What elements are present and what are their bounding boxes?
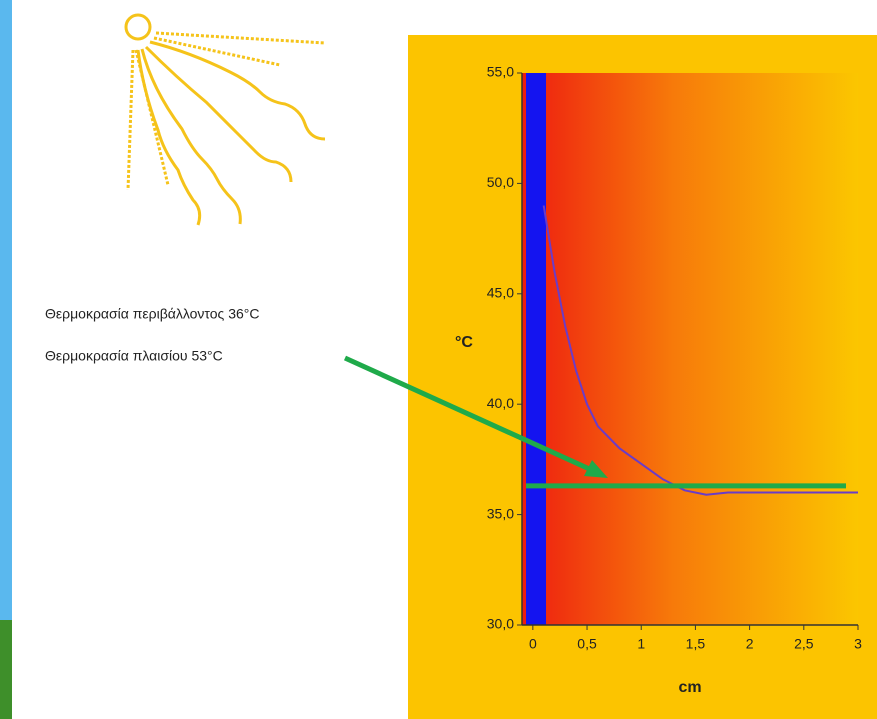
plot-area [522,73,858,625]
y-tick-label: 30,0 [487,616,514,632]
x-tick-label: 1 [637,636,645,652]
y-tick-label: 50,0 [487,174,514,190]
y-tick-label: 45,0 [487,285,514,301]
y-axis-label: °C [455,334,473,351]
sun [124,13,326,226]
data-line [542,205,858,496]
x-tick-label: 0,5 [577,636,597,652]
annotation: Θερμοκρασία περιβάλλοντος 36°C [45,306,259,322]
x-tick-label: 1,5 [686,636,706,652]
arrow [343,355,608,478]
x-tick-label: 2 [746,636,754,652]
x-axis-label: cm [678,679,701,696]
annotation: Θερμοκρασία πλαισίου 53°C [45,348,223,364]
y-tick-label: 35,0 [487,505,514,521]
side-strip-green [0,620,12,719]
x-tick-label: 2,5 [794,636,814,652]
y-tick-label: 40,0 [487,395,514,411]
y-tick-label: 55,0 [487,64,514,80]
x-tick-label: 0 [529,636,537,652]
x-tick-label: 3 [854,636,862,652]
side-strip [0,0,12,719]
frame-band [526,73,546,625]
